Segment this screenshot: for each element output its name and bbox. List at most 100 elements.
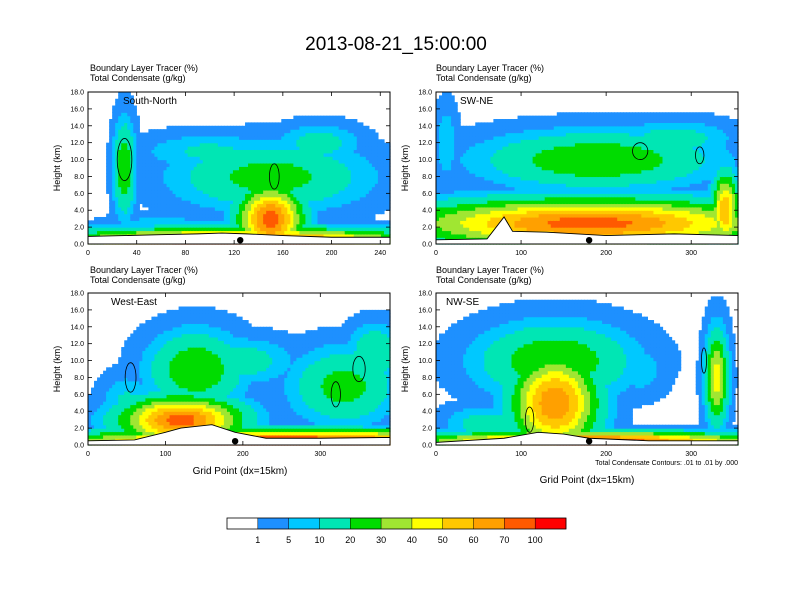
- field-cell: [178, 189, 183, 194]
- field-cell: [248, 220, 252, 225]
- field-cell: [229, 173, 234, 178]
- field-cell: [151, 186, 156, 191]
- field-cell: [169, 220, 174, 225]
- field-cell: [157, 213, 162, 218]
- field-cell: [145, 183, 149, 188]
- field-cell: [220, 223, 225, 228]
- field-cell: [196, 139, 201, 144]
- field-cell: [242, 203, 246, 208]
- field-cell: [157, 159, 162, 164]
- field-cell: [148, 176, 153, 181]
- field-cell: [148, 149, 153, 154]
- field-cell: [181, 210, 186, 215]
- field-cell: [214, 173, 219, 178]
- field-cell: [187, 176, 192, 181]
- field-cell: [166, 132, 171, 137]
- x-tick-label: 0: [86, 250, 90, 257]
- field-cell: [106, 216, 110, 221]
- field-cell: [181, 169, 186, 174]
- field-cell: [130, 122, 134, 127]
- field-cell: [145, 220, 149, 225]
- field-cell: [205, 156, 210, 161]
- field-cell: [154, 132, 159, 137]
- field-cell: [193, 230, 198, 235]
- field-cell: [160, 216, 165, 221]
- field-cell: [124, 132, 128, 137]
- field-cell: [229, 149, 234, 154]
- field-cell: [199, 230, 204, 235]
- field-cell: [163, 139, 168, 144]
- field-cell: [121, 146, 125, 151]
- field-cell: [124, 156, 128, 161]
- field-cell: [223, 156, 228, 161]
- field-cell: [151, 230, 156, 235]
- field-cell: [184, 142, 189, 147]
- field-cell: [130, 173, 134, 178]
- field-cell: [139, 230, 143, 235]
- field-cell: [251, 139, 255, 144]
- field-cell: [374, 132, 379, 137]
- field-cell: [245, 159, 249, 164]
- field-cell: [193, 213, 198, 218]
- field-cell: [193, 179, 198, 184]
- field-cell: [251, 216, 255, 221]
- field-cell: [181, 227, 186, 232]
- field-cell: [187, 135, 192, 140]
- field-cell: [94, 223, 98, 228]
- field-cell: [148, 230, 153, 235]
- field-cell: [193, 220, 198, 225]
- field-cell: [223, 189, 228, 194]
- field-cell: [148, 186, 153, 191]
- field-cell: [109, 223, 113, 228]
- field-cell: [229, 132, 234, 137]
- field-cell: [242, 162, 246, 167]
- field-cell: [178, 159, 183, 164]
- field-cell: [133, 169, 137, 174]
- field-cell: [232, 213, 237, 218]
- field-cell: [226, 200, 231, 205]
- field-cell: [196, 223, 201, 228]
- field-cell: [148, 159, 153, 164]
- field-cell: [115, 135, 119, 140]
- field-cell: [118, 196, 122, 201]
- field-cell: [169, 213, 174, 218]
- field-cell: [169, 179, 174, 184]
- field-cell: [205, 203, 210, 208]
- field-cell: [208, 169, 213, 174]
- field-cell: [118, 216, 122, 221]
- field-cell: [181, 159, 186, 164]
- field-cell: [251, 183, 255, 188]
- field-cell: [214, 132, 219, 137]
- field-cell: [232, 135, 237, 140]
- field-cell: [169, 162, 174, 167]
- field-cell: [208, 149, 213, 154]
- field-cell: [199, 213, 204, 218]
- field-cell: [211, 156, 216, 161]
- field-cell: [199, 152, 204, 157]
- field-cell: [232, 129, 237, 134]
- field-cell: [196, 220, 201, 225]
- field-cell: [127, 135, 131, 140]
- field-cell: [190, 230, 195, 235]
- field-cell: [172, 230, 177, 235]
- field-cell: [133, 139, 137, 144]
- field-cell: [214, 196, 219, 201]
- y-tick-label: 8.0: [74, 174, 84, 181]
- field-cell: [242, 193, 246, 198]
- field-cell: [248, 223, 252, 228]
- field-cell: [178, 176, 183, 181]
- field-cell: [214, 230, 219, 235]
- field-cell: [190, 176, 195, 181]
- field-cell: [121, 142, 125, 147]
- field-cell: [130, 135, 134, 140]
- field-cell: [136, 129, 140, 134]
- field-cell: [239, 169, 243, 174]
- field-cell: [214, 213, 219, 218]
- field-cell: [223, 216, 228, 221]
- field-cell: [193, 146, 198, 151]
- field-cell: [160, 152, 165, 157]
- field-cell: [220, 183, 225, 188]
- field-cell: [235, 179, 240, 184]
- field-cell: [248, 142, 252, 147]
- field-cell: [242, 220, 246, 225]
